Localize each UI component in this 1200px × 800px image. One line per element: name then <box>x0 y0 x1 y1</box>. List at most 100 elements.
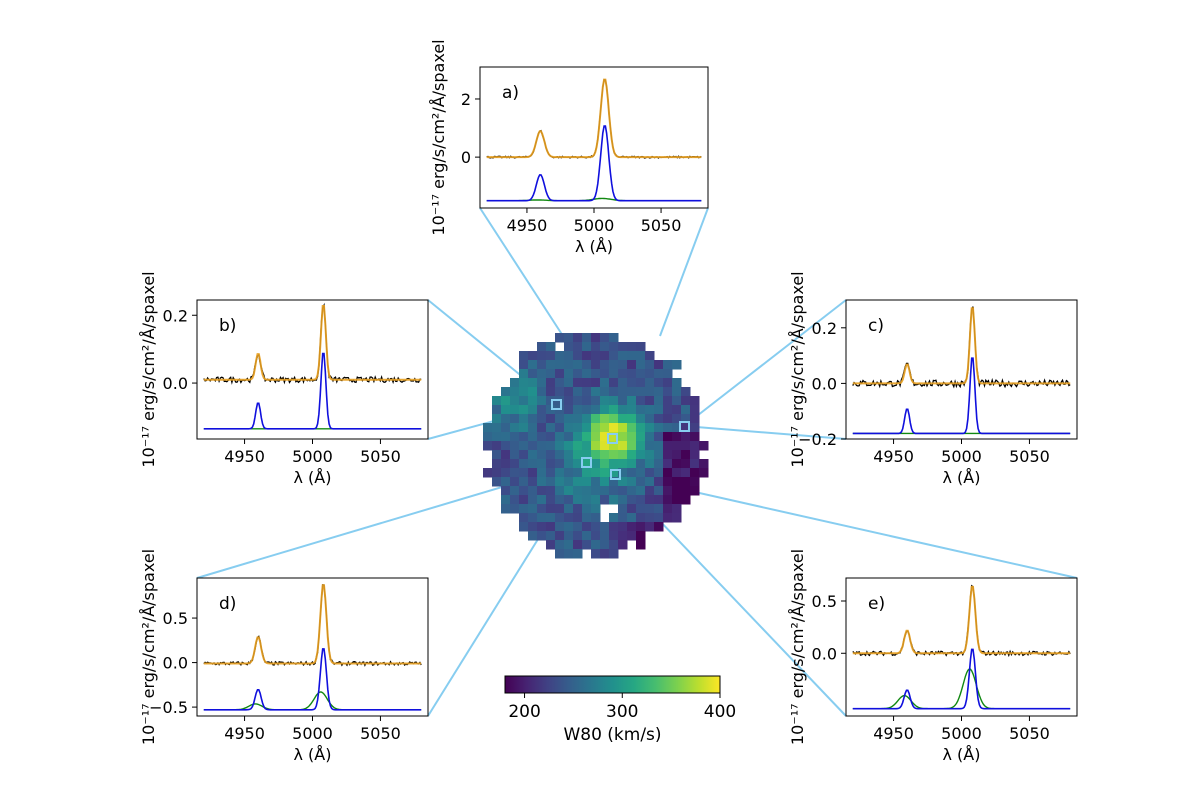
y-axis-label: 10⁻¹⁷ erg/s/cm²/Å/spaxel <box>139 271 158 467</box>
map-pixel <box>663 387 673 397</box>
map-pixel <box>672 423 682 433</box>
map-pixel <box>681 468 691 478</box>
map-pixel <box>618 450 628 460</box>
map-pixel <box>600 441 610 451</box>
map-pixel <box>663 459 673 469</box>
map-pixel <box>645 459 655 469</box>
map-pixel <box>546 441 556 451</box>
map-pixel <box>537 360 547 370</box>
map-pixel <box>672 432 682 442</box>
map-pixel <box>663 432 673 442</box>
map-pixel <box>555 504 565 514</box>
x-tick-label: 5000 <box>941 724 982 743</box>
map-pixel <box>690 414 700 424</box>
map-pixel <box>600 387 610 397</box>
spaxel-marker-a <box>607 433 618 444</box>
map-pixel <box>573 414 583 424</box>
map-pixel <box>645 396 655 406</box>
map-pixel <box>636 450 646 460</box>
map-pixel <box>609 477 619 487</box>
map-pixel <box>591 405 601 415</box>
map-pixel <box>528 432 538 442</box>
map-pixel <box>501 396 511 406</box>
map-pixel <box>690 477 700 487</box>
map-pixel <box>690 468 700 478</box>
map-pixel <box>564 387 574 397</box>
map-pixel <box>663 513 673 523</box>
map-pixel <box>591 342 601 352</box>
map-pixel <box>492 432 502 442</box>
map-pixel <box>645 477 655 487</box>
map-pixel <box>591 522 601 532</box>
narrow-component-line <box>203 352 422 430</box>
map-pixel <box>546 468 556 478</box>
y-tick-label: 0.2 <box>812 319 837 338</box>
map-pixel <box>582 441 592 451</box>
map-pixel <box>564 423 574 433</box>
total-fit-line <box>203 584 422 665</box>
map-pixel <box>672 450 682 460</box>
map-pixel <box>591 477 601 487</box>
map-pixel <box>690 396 700 406</box>
map-pixel <box>564 351 574 361</box>
map-pixel <box>600 477 610 487</box>
map-pixel <box>681 423 691 433</box>
map-pixel <box>519 414 529 424</box>
map-pixel <box>600 342 610 352</box>
map-pixel <box>564 540 574 550</box>
x-tick-label: 5050 <box>360 724 401 743</box>
map-pixel <box>618 360 628 370</box>
map-pixel <box>564 495 574 505</box>
map-pixel <box>492 423 502 433</box>
map-pixel <box>510 468 520 478</box>
map-pixel <box>582 540 592 550</box>
map-pixel <box>483 441 493 451</box>
map-pixel <box>627 531 637 541</box>
spectrum-panel-a: 4950 5000 5050 0 2 a) λ (Å) 10⁻¹⁷ erg/s/cm²/Å/s… <box>429 39 709 256</box>
map-pixel <box>609 432 619 442</box>
map-pixel <box>609 531 619 541</box>
map-pixel <box>564 414 574 424</box>
map-pixel <box>609 414 619 424</box>
map-pixel <box>654 432 664 442</box>
map-pixel <box>582 477 592 487</box>
map-pixel <box>546 477 556 487</box>
map-pixel <box>627 414 637 424</box>
map-pixel <box>501 414 511 424</box>
map-pixel <box>690 486 700 496</box>
map-pixel <box>546 342 556 352</box>
total-fit-line <box>203 305 422 381</box>
map-pixel <box>528 387 538 397</box>
map-pixel <box>690 450 700 460</box>
map-pixel <box>591 441 601 451</box>
y-tick-label: 0.5 <box>163 609 188 628</box>
y-tick-label: 0.0 <box>163 654 188 673</box>
map-pixel <box>609 513 619 523</box>
map-pixel <box>564 432 574 442</box>
map-pixel <box>591 549 601 559</box>
map-pixel <box>528 450 538 460</box>
map-pixel <box>645 522 655 532</box>
map-pixel <box>537 513 547 523</box>
map-pixel <box>582 531 592 541</box>
map-pixel <box>609 468 619 478</box>
map-pixel <box>627 522 637 532</box>
map-pixel <box>627 450 637 460</box>
map-pixel <box>546 450 556 460</box>
map-pixel <box>537 378 547 388</box>
map-pixel <box>681 387 691 397</box>
map-pixel <box>672 504 682 514</box>
map-pixel <box>519 405 529 415</box>
colorbar-tick-label: 200 <box>508 702 540 722</box>
map-pixel <box>663 369 673 379</box>
y-tick-label: 0.0 <box>163 374 188 393</box>
map-pixel <box>537 342 547 352</box>
y-tick-label: 0.0 <box>812 374 837 393</box>
map-pixel <box>663 360 673 370</box>
map-pixel <box>627 369 637 379</box>
map-pixel <box>663 414 673 424</box>
map-pixel <box>573 387 583 397</box>
y-axis-label: 10⁻¹⁷ erg/s/cm²/Å/spaxel <box>429 39 448 235</box>
map-pixel <box>654 405 664 415</box>
